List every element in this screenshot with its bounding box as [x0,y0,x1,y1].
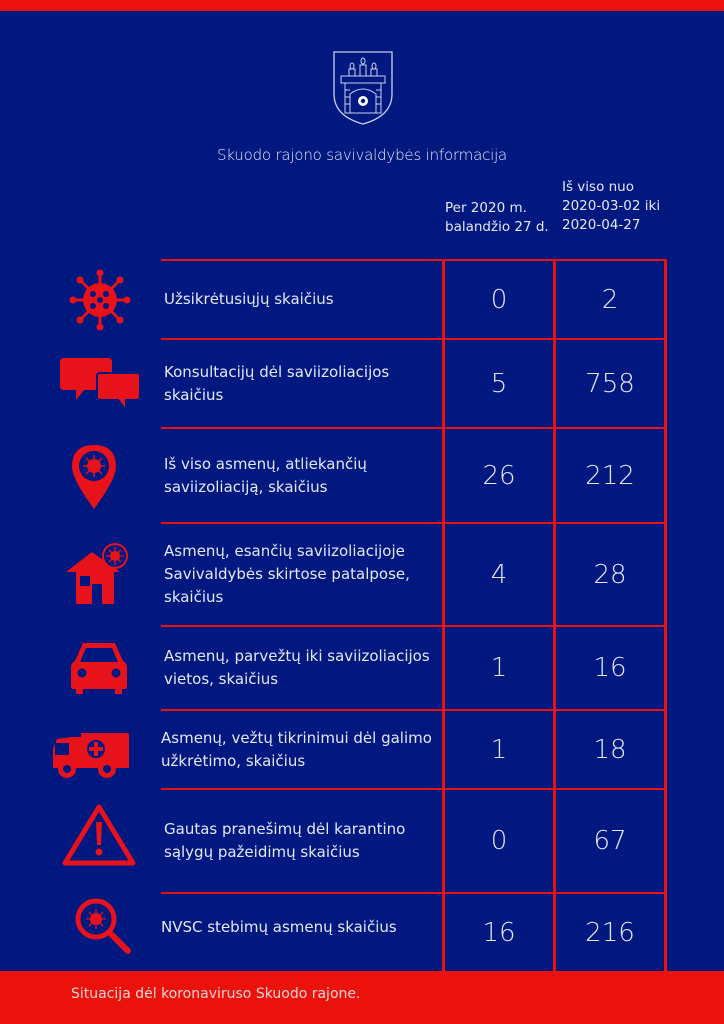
row-value-total: 18 [593,734,627,765]
column-heading-day-line: Per 2020 m. [445,200,527,216]
table-column-divider [442,259,445,971]
row-label: Asmenų, parvežtų iki saviizoliacijos vie… [164,647,430,688]
table-column-divider [664,259,667,971]
coat-of-arms-icon [333,51,393,125]
column-heading-total-line: 2020-04-27 [562,217,641,233]
chat-bubbles-icon [60,358,140,412]
warning-triangle-icon [62,804,136,866]
column-heading-day: Per 2020 m. balandžio 27 d. [445,199,549,237]
row-label: Gautas pranešimų dėl karantino sąlygų pa… [164,820,406,861]
table-divider [161,625,666,627]
virus-icon [69,269,131,331]
row-value-day: 1 [490,734,508,765]
column-heading-day-line: balandžio 27 d. [445,219,549,235]
row-value-total: 216 [585,917,635,948]
row-value-total: 28 [593,559,627,590]
footer-bar: Situacija dėl koronaviruso Skuodo rajone… [0,971,724,1024]
row-label: Iš viso asmenų, atliekančių saviizoliaci… [164,454,367,496]
row-label: Asmenų, vežtų tikrinimui dėl galimo užkr… [161,728,432,770]
top-accent-bar [0,0,724,11]
row-value-day: 16 [482,917,516,948]
house-virus-icon [66,543,128,604]
row-label: Asmenų, esančių saviizoliacijoje Savival… [164,542,410,606]
row-value-total: 67 [593,826,627,856]
virus-location-pin-icon [72,445,116,509]
column-heading-total-line: 2020-03-02 iki [562,198,661,214]
table-divider [161,788,666,790]
table-divider [161,427,666,429]
table-divider [161,892,666,894]
column-heading-total: Iš viso nuo 2020-03-02 iki 2020-04-27 [562,178,660,235]
table-divider [161,522,666,524]
row-value-total: 16 [593,653,627,683]
row-label: Konsultacijų dėl saviizoliacijos skaičiu… [164,362,390,404]
table-divider [161,259,666,261]
row-value-day: 26 [482,460,516,491]
row-value-day: 5 [490,368,508,399]
row-value-total: 212 [585,460,635,491]
row-value-total: 758 [585,368,635,399]
row-value-total: 2 [601,284,619,315]
column-heading-total-line: Iš viso nuo [562,179,635,195]
row-value-day: 0 [490,826,508,856]
table-divider [161,709,666,711]
page-title: Skuodo rajono savivaldybės informacija [216,146,508,164]
magnifier-virus-icon [75,898,131,954]
table-divider [161,338,666,340]
row-value-day: 4 [490,559,508,590]
row-value-day: 1 [490,653,508,683]
row-value-day: 0 [490,284,508,315]
ambulance-icon [53,733,129,778]
row-label: NVSC stebimų asmenų skaičius [161,918,397,936]
footer-caption: Situacija dėl koronaviruso Skuodo rajone… [71,986,361,1002]
car-icon [71,643,127,694]
row-label: Užsikrėtusiųjų skaičius [164,290,334,308]
table-column-divider [553,259,556,971]
